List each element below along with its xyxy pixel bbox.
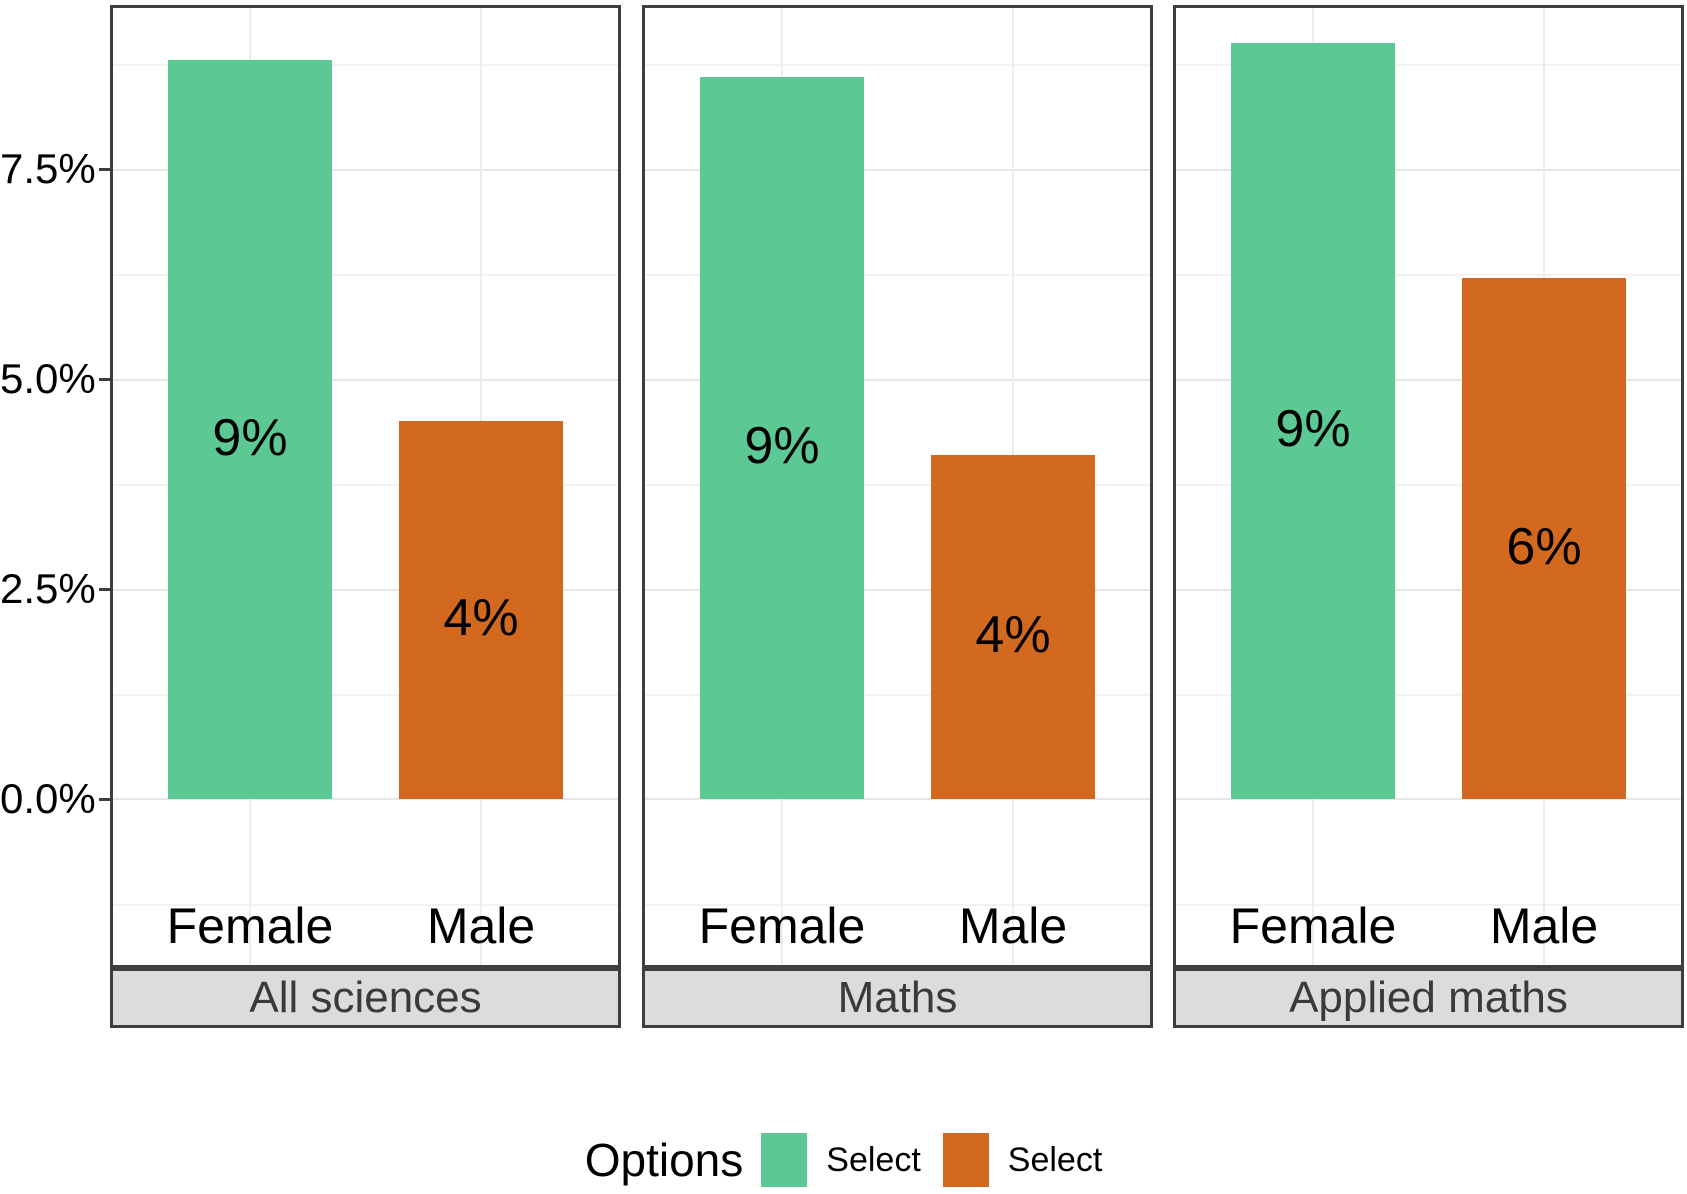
- y-axis-tick-mark: [99, 588, 111, 591]
- facet-strip-label: All sciences: [249, 973, 482, 1022]
- major-gridline: [1176, 589, 1681, 591]
- legend: Options Select Select: [0, 1128, 1687, 1192]
- facet-strip-label: Applied maths: [1289, 973, 1568, 1022]
- bar-female: [1231, 43, 1395, 799]
- major-gridline: [645, 798, 1150, 800]
- x-axis-label-female: Female: [698, 898, 866, 954]
- minor-gridline: [113, 274, 618, 276]
- major-gridline: [113, 169, 618, 171]
- bar-value-label: 9%: [1275, 400, 1351, 458]
- bar-female: [168, 60, 332, 799]
- minor-gridline: [113, 904, 618, 906]
- legend-label-select-orange: Select: [1007, 1140, 1103, 1179]
- major-gridline: [113, 379, 618, 381]
- panel-maths: 9% 4% Female Male: [642, 5, 1153, 968]
- minor-gridline: [645, 274, 1150, 276]
- x-axis-label-male: Male: [426, 898, 536, 954]
- bar-female: [700, 77, 864, 799]
- y-axis-tick-label: 7.5%: [0, 145, 96, 192]
- minor-gridline: [113, 694, 618, 696]
- y-axis-tick-mark: [99, 168, 111, 171]
- major-gridline: [645, 589, 1150, 591]
- bar-male: [931, 455, 1095, 799]
- panel-all-sciences: 9% 4% Female Male: [110, 5, 621, 968]
- minor-gridline: [113, 484, 618, 486]
- bar-value-label: 9%: [744, 417, 820, 475]
- y-axis-tick-mark: [99, 798, 111, 801]
- major-gridline: [113, 798, 618, 800]
- minor-gridline: [1176, 484, 1681, 486]
- major-gridline: [1176, 379, 1681, 381]
- facet-strip-label: Maths: [837, 973, 958, 1022]
- bar-male: [1462, 278, 1626, 799]
- minor-gridline: [113, 64, 618, 66]
- facet-strip-all-sciences: All sciences: [110, 968, 621, 1028]
- facet-strip-maths: Maths: [642, 968, 1153, 1028]
- legend-swatch-orange-icon: [942, 1133, 989, 1187]
- x-axis-label-female: Female: [1229, 898, 1397, 954]
- major-gridline: [113, 589, 618, 591]
- bar-male: [399, 421, 563, 799]
- y-axis-tick-mark: [99, 378, 111, 381]
- minor-gridline: [645, 694, 1150, 696]
- minor-gridline: [645, 64, 1150, 66]
- major-gridline: [1176, 798, 1681, 800]
- minor-gridline: [1176, 904, 1681, 906]
- minor-gridline: [645, 484, 1150, 486]
- y-axis-tick-label: 0.0%: [0, 775, 96, 822]
- bar-value-label: 9%: [212, 408, 288, 467]
- x-axis-label-female: Female: [166, 898, 334, 954]
- y-axis-tick-label: 5.0%: [0, 355, 96, 402]
- bar-value-label: 6%: [1506, 517, 1582, 576]
- legend-label-select-green: Select: [826, 1140, 921, 1179]
- minor-gridline: [1176, 694, 1681, 696]
- minor-gridline: [1176, 64, 1681, 66]
- minor-gridline: [1176, 274, 1681, 276]
- major-gridline: [1176, 169, 1681, 171]
- major-gridline: [645, 169, 1150, 171]
- bar-value-label: 4%: [975, 606, 1051, 664]
- minor-gridline: [645, 904, 1150, 906]
- major-gridline: [645, 379, 1150, 381]
- legend-swatch-green-icon: [761, 1133, 808, 1187]
- legend-title: Options: [584, 1134, 744, 1186]
- panel-applied-maths: 9% 6% Female Male: [1173, 5, 1684, 968]
- x-axis-label-male: Male: [958, 898, 1068, 954]
- y-axis-tick-label: 2.5%: [0, 565, 96, 612]
- bar-value-label: 4%: [443, 589, 519, 647]
- x-axis-label-male: Male: [1489, 898, 1599, 954]
- facet-strip-applied-maths: Applied maths: [1173, 968, 1684, 1028]
